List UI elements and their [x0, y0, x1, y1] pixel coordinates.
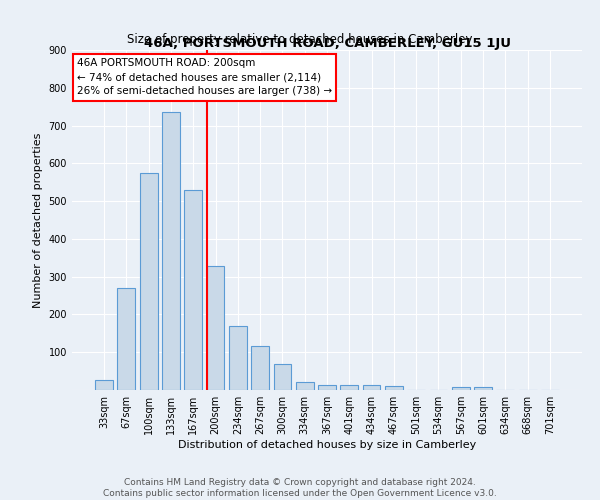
Bar — [318, 385, 336, 390]
Bar — [140, 173, 158, 390]
Bar — [340, 386, 358, 390]
Bar — [385, 386, 403, 390]
Text: Size of property relative to detached houses in Camberley: Size of property relative to detached ho… — [127, 32, 473, 46]
Bar — [474, 387, 492, 390]
Bar — [296, 382, 314, 390]
X-axis label: Distribution of detached houses by size in Camberley: Distribution of detached houses by size … — [178, 440, 476, 450]
Bar — [118, 288, 136, 390]
Bar — [184, 190, 202, 390]
Y-axis label: Number of detached properties: Number of detached properties — [33, 132, 43, 308]
Bar — [452, 387, 470, 390]
Title: 46A, PORTSMOUTH ROAD, CAMBERLEY, GU15 1JU: 46A, PORTSMOUTH ROAD, CAMBERLEY, GU15 1J… — [143, 37, 511, 50]
Bar — [274, 364, 292, 390]
Bar — [95, 380, 113, 390]
Bar — [206, 266, 224, 390]
Bar — [362, 386, 380, 390]
Bar — [162, 112, 180, 390]
Bar — [251, 346, 269, 390]
Text: 46A PORTSMOUTH ROAD: 200sqm
← 74% of detached houses are smaller (2,114)
26% of : 46A PORTSMOUTH ROAD: 200sqm ← 74% of det… — [77, 58, 332, 96]
Bar — [229, 326, 247, 390]
Text: Contains HM Land Registry data © Crown copyright and database right 2024.
Contai: Contains HM Land Registry data © Crown c… — [103, 478, 497, 498]
